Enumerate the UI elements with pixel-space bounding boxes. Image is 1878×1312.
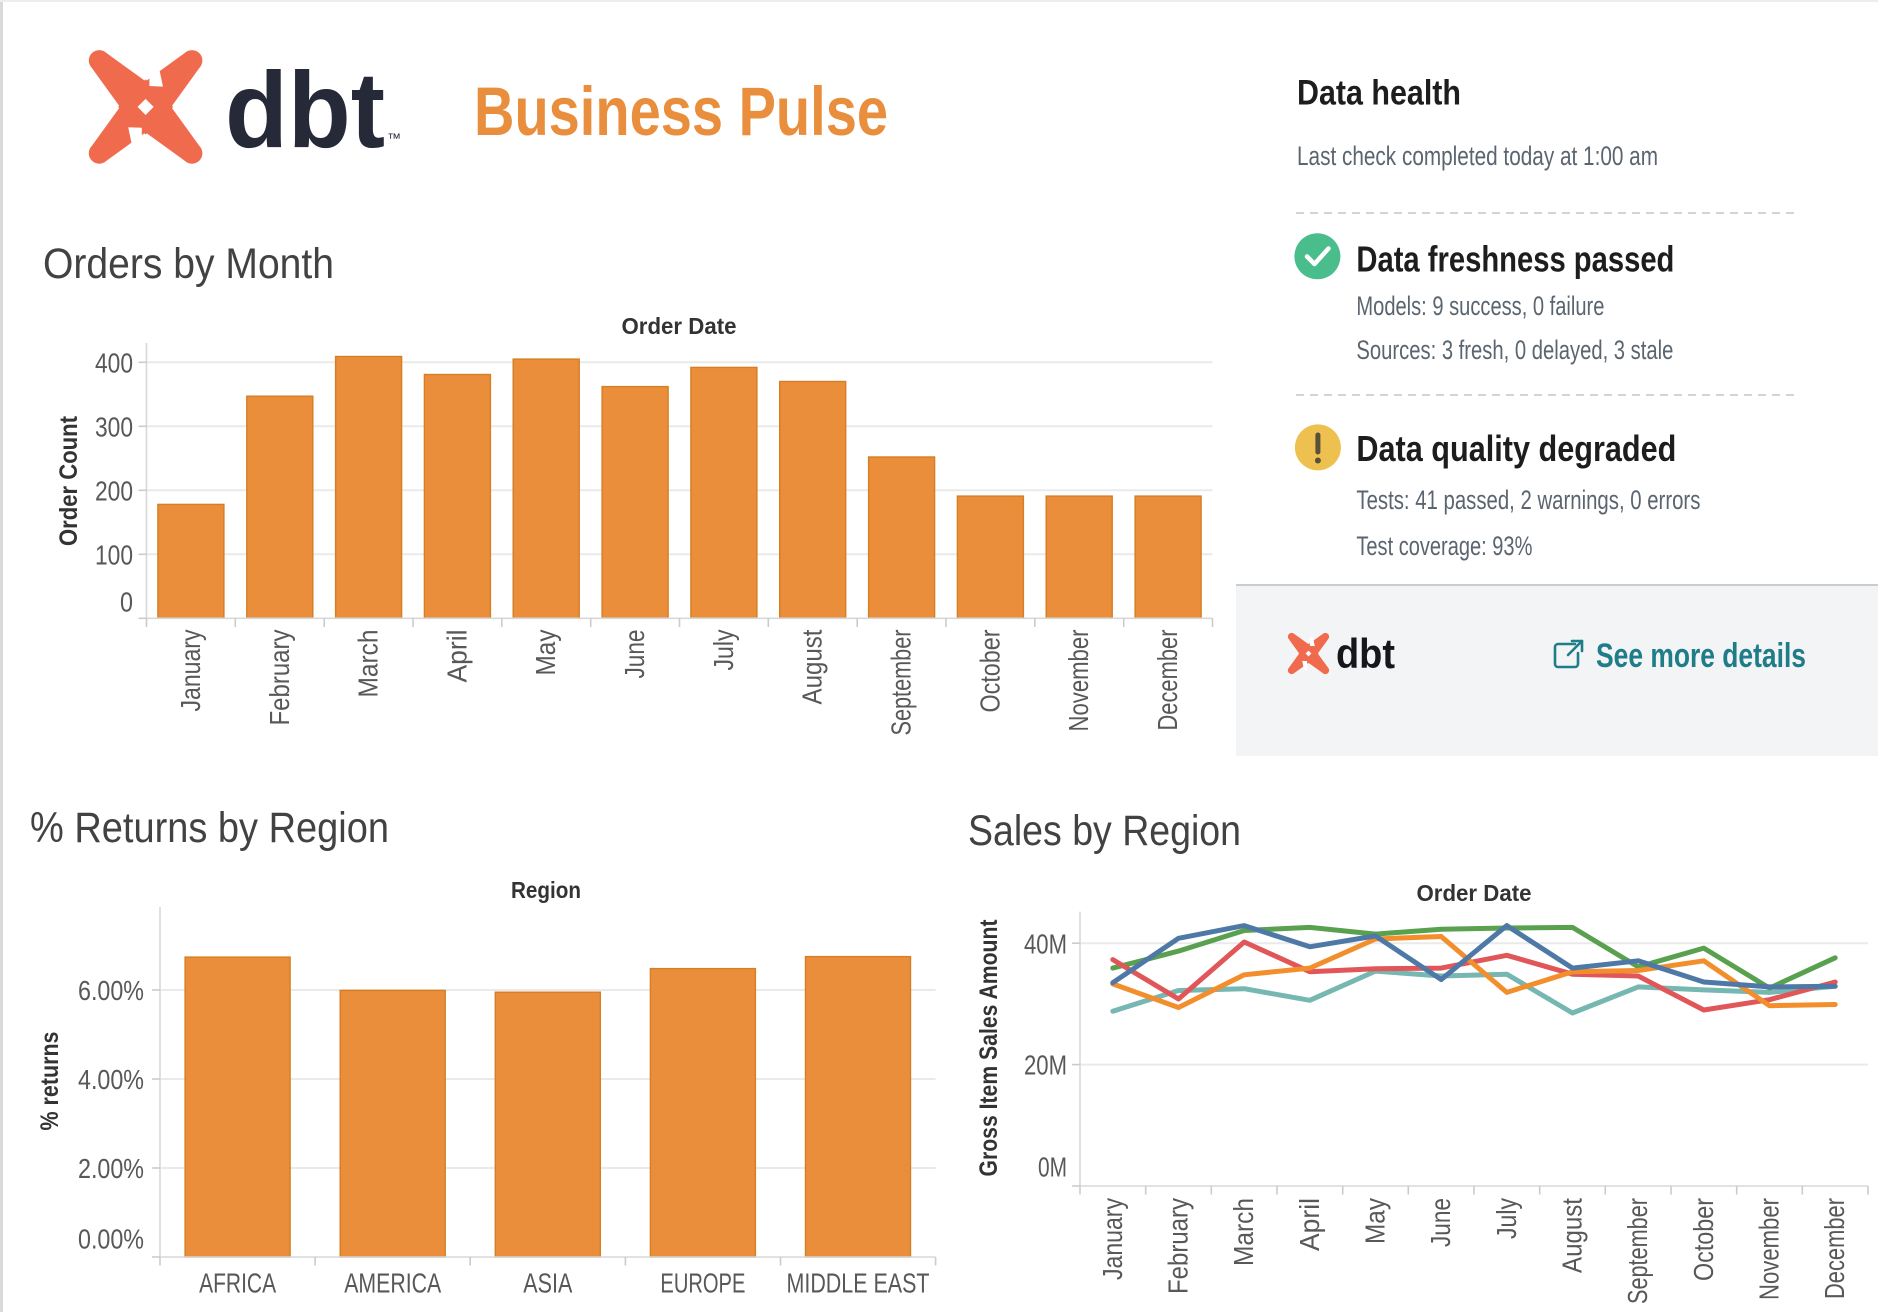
svg-text:EUROPE: EUROPE (660, 1268, 745, 1299)
svg-text:February: February (1163, 1198, 1194, 1294)
svg-text:400: 400 (95, 347, 133, 378)
svg-text:October: October (1688, 1198, 1719, 1281)
svg-text:Region: Region (511, 877, 581, 903)
svg-text:100: 100 (95, 539, 133, 570)
svg-text:June: June (619, 630, 650, 679)
svg-text:May: May (530, 630, 561, 676)
svg-text:July: July (708, 630, 739, 671)
svg-text:Data freshness passed: Data freshness passed (1356, 239, 1674, 280)
svg-text:Business Pulse: Business Pulse (474, 73, 888, 150)
svg-text:2.00%: 2.00% (78, 1153, 144, 1184)
svg-text:Tests: 41 passed, 2 warnings,: Tests: 41 passed, 2 warnings, 0 errors (1356, 485, 1700, 515)
svg-text:Sources: 3 fresh, 0 delayed, 3: Sources: 3 fresh, 0 delayed, 3 stale (1356, 335, 1673, 365)
svg-text:ASIA: ASIA (523, 1268, 572, 1299)
svg-text:March: March (1228, 1198, 1259, 1266)
svg-text:AMERICA: AMERICA (344, 1268, 441, 1299)
svg-text:Data health: Data health (1297, 74, 1461, 113)
svg-text:6.00%: 6.00% (78, 975, 144, 1006)
svg-text:dbt: dbt (225, 49, 385, 170)
svg-text:July: July (1491, 1198, 1522, 1239)
svg-text:Models: 9 success, 0 failure: Models: 9 success, 0 failure (1356, 291, 1604, 321)
svg-text:Data quality degraded: Data quality degraded (1356, 428, 1676, 469)
svg-text:May: May (1360, 1198, 1391, 1244)
svg-text:4.00%: 4.00% (78, 1064, 144, 1095)
svg-text:Order Count: Order Count (55, 415, 83, 546)
svg-text:20M: 20M (1024, 1050, 1067, 1081)
svg-text:December: December (1152, 630, 1183, 731)
svg-text:January: January (175, 630, 206, 712)
svg-text:August: August (1557, 1198, 1588, 1273)
svg-text:April: April (441, 630, 472, 683)
svg-text:Gross Item Sales Amount: Gross Item Sales Amount (975, 919, 1003, 1177)
svg-text:Order Date: Order Date (1417, 880, 1532, 906)
svg-text:300: 300 (95, 411, 133, 442)
svg-text:Sales by Region: Sales by Region (968, 807, 1241, 855)
svg-text:Orders by Month: Orders by Month (43, 240, 334, 288)
svg-text:Last check completed today at: Last check completed today at 1:00 am (1297, 141, 1658, 171)
svg-text:November: November (1754, 1198, 1785, 1300)
svg-text:October: October (974, 630, 1005, 713)
svg-text:August: August (797, 629, 828, 704)
svg-text:40M: 40M (1024, 928, 1067, 959)
svg-text:AFRICA: AFRICA (199, 1268, 276, 1299)
svg-text:February: February (264, 630, 295, 726)
svg-text:0M: 0M (1038, 1151, 1067, 1182)
svg-text:dbt: dbt (1336, 630, 1395, 677)
svg-text:March: March (353, 630, 384, 698)
svg-text:September: September (1622, 1198, 1653, 1304)
svg-text:June: June (1425, 1198, 1456, 1247)
svg-text:Order Date: Order Date (622, 313, 737, 339)
svg-text:% Returns by Region: % Returns by Region (30, 804, 389, 852)
svg-text:0: 0 (120, 586, 133, 617)
svg-text:April: April (1294, 1198, 1325, 1251)
svg-text:0.00%: 0.00% (78, 1223, 144, 1254)
svg-text:January: January (1097, 1198, 1128, 1280)
svg-text:Test coverage: 93%: Test coverage: 93% (1356, 531, 1532, 561)
svg-text:See more details: See more details (1596, 637, 1806, 675)
svg-text:% returns: % returns (36, 1032, 64, 1131)
svg-text:December: December (1819, 1198, 1850, 1299)
svg-text:200: 200 (95, 475, 133, 506)
svg-text:™: ™ (387, 130, 401, 146)
svg-text:September: September (886, 630, 917, 736)
svg-text:MIDDLE EAST: MIDDLE EAST (787, 1268, 930, 1299)
svg-text:November: November (1063, 630, 1094, 732)
